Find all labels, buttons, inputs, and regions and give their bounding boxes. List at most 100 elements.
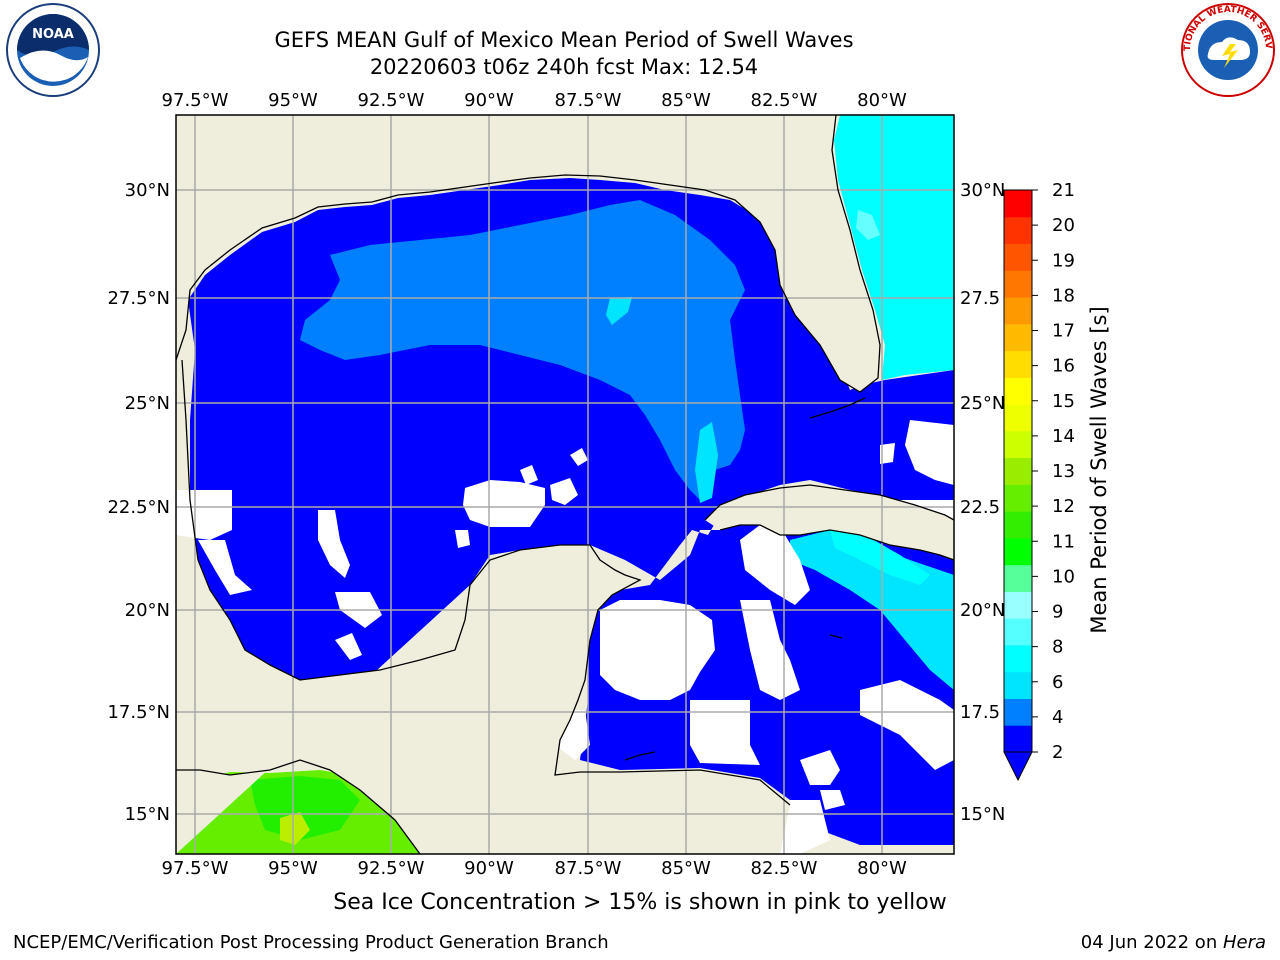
cuba-land: [705, 485, 954, 560]
coastlines: [176, 115, 954, 854]
lon-label: 87.5°W: [555, 90, 622, 111]
colorbar-segment: [1004, 537, 1032, 566]
pacific-bright-green: [250, 776, 360, 840]
lon-label: 80°W: [857, 858, 907, 879]
colorbar-tick-label: 16: [1052, 356, 1075, 377]
lon-label: 87.5°W: [555, 858, 622, 879]
colorbar: [1003, 189, 1033, 782]
lat-label: 22.5°N: [107, 497, 170, 518]
footer-branch: NCEP/EMC/Verification Post Processing Pr…: [13, 932, 609, 953]
colorbar-segment: [1004, 404, 1032, 432]
lat-label: 15°N: [125, 804, 170, 825]
colorbar-tick-label: 14: [1052, 426, 1075, 447]
colorbar-segment: [1004, 511, 1032, 539]
colorbar-segment: [1004, 564, 1032, 592]
lat-label: 17.5: [960, 702, 1000, 723]
lon-label: 92.5°W: [358, 90, 425, 111]
colorbar-segment: [1004, 698, 1032, 726]
colorbar-tick-label: 10: [1052, 566, 1075, 587]
lon-label: 95°W: [268, 90, 318, 111]
cyan-patch-gulf: [606, 297, 632, 325]
sea-ice-note: Sea Ice Concentration > 15% is shown in …: [333, 890, 947, 915]
footer-on: on: [1189, 932, 1223, 953]
caribbean-bright-cyan: [830, 530, 930, 585]
colorbar-extend-arrow: [1003, 751, 1033, 782]
map-area: [176, 115, 954, 854]
lat-label: 27.5°N: [107, 288, 170, 309]
colorbar-segment: [1004, 430, 1032, 459]
colorbar-tick-label: 18: [1052, 285, 1075, 306]
lon-label: 90°W: [464, 90, 514, 111]
lat-labels-left: 30°N 27.5°N 25°N 22.5°N 20°N 17.5°N 15°N: [107, 180, 170, 825]
yucatan-land: [176, 545, 640, 854]
lat-label: 30°N: [125, 180, 170, 201]
lon-label: 97.5°W: [162, 90, 229, 111]
colorbar-segment: [1004, 270, 1032, 298]
colorbar-tick-label: 9: [1052, 602, 1063, 623]
colorbar-tick-label: 12: [1052, 496, 1075, 517]
cyan-patch-channel: [695, 422, 718, 503]
lon-label: 90°W: [464, 858, 514, 879]
lon-label: 82.5°W: [751, 90, 818, 111]
colorbar-label: Mean Period of Swell Waves [s]: [1087, 306, 1111, 633]
lon-label: 80°W: [857, 90, 907, 111]
central-america-land: [580, 770, 790, 854]
colorbar-segment: [1004, 190, 1032, 218]
colorbar-ticks: 21 20 19 18 17 16 15 14 13 12 11 10 9 8 6 4 2: [1032, 180, 1075, 763]
lon-label: 85°W: [661, 90, 711, 111]
colorbar-segment: [1004, 484, 1032, 512]
colorbar-tick-label: 4: [1052, 707, 1063, 728]
colorbar-segment: [1004, 323, 1032, 352]
lat-label: 17.5°N: [107, 702, 170, 723]
nws-logo: NATIONAL WEATHER SERVICE: [1178, 2, 1275, 97]
colorbar-segment: [1004, 671, 1032, 699]
graticule: [176, 115, 954, 854]
lon-label: 97.5°W: [162, 858, 229, 879]
lon-labels-bottom: 97.5°W 95°W 92.5°W 90°W 87.5°W 85°W 82.5…: [162, 858, 907, 879]
lon-label: 85°W: [661, 858, 711, 879]
footer-date-text: 04 Jun 2022: [1080, 932, 1190, 953]
atlantic-cyan: [834, 115, 954, 380]
colorbar-tick-label: 20: [1052, 215, 1075, 236]
lon-label: 92.5°W: [358, 858, 425, 879]
colorbar-segment: [1004, 216, 1032, 245]
lat-labels-right: 30°N 27.5 25°N 22.5 20°N 17.5 15°N: [960, 180, 1005, 825]
lat-label: 27.5: [960, 288, 1000, 309]
colorbar-segment: [1004, 725, 1032, 753]
colorbar-segment: [1004, 618, 1032, 646]
lon-label: 95°W: [268, 858, 318, 879]
colorbar-segment: [1004, 350, 1032, 378]
footer-date: 04 Jun 2022 on Hera: [1081, 932, 1266, 953]
lat-label: 25°N: [125, 393, 170, 414]
colorbar-segment: [1004, 591, 1032, 619]
atlantic-light-cyan: [856, 210, 880, 240]
colorbar-tick-label: 13: [1052, 461, 1075, 482]
lat-label: 20°N: [125, 600, 170, 621]
colorbar-segment: [1004, 297, 1032, 325]
lon-labels-top: 97.5°W 95°W 92.5°W 90°W 87.5°W 85°W 82.5…: [162, 90, 907, 111]
lat-label: 20°N: [960, 600, 1005, 621]
footer-host: Hera: [1222, 932, 1266, 953]
us-land-north: [176, 115, 880, 392]
page-title: GEFS MEAN Gulf of Mexico Mean Period of …: [274, 28, 854, 52]
plot-frame: [175, 114, 955, 855]
mid-period-region: [300, 200, 745, 500]
colorbar-segment: [1004, 644, 1032, 673]
colorbar-tick-label: 6: [1052, 672, 1063, 693]
colorbar-tick-label: 15: [1052, 391, 1075, 412]
noaa-logo-text: NOAA: [32, 27, 74, 42]
colorbar-tick-label: 2: [1052, 742, 1063, 763]
colorbar-tick-label: 8: [1052, 637, 1063, 658]
colorbar-tick-label: 19: [1052, 250, 1075, 271]
colorbar-segment: [1004, 377, 1032, 405]
lat-label: 22.5: [960, 497, 1000, 518]
noaa-logo: NOAA: [6, 3, 100, 97]
pacific-yellow-green: [280, 812, 310, 845]
white-no-data-areas: [176, 420, 954, 854]
colorbar-tick-label: 17: [1052, 321, 1075, 342]
page-subtitle: 20220603 t06z 240h fcst Max: 12.54: [369, 55, 759, 79]
lat-label: 15°N: [960, 804, 1005, 825]
colorbar-segment: [1004, 457, 1032, 485]
lon-label: 82.5°W: [751, 858, 818, 879]
